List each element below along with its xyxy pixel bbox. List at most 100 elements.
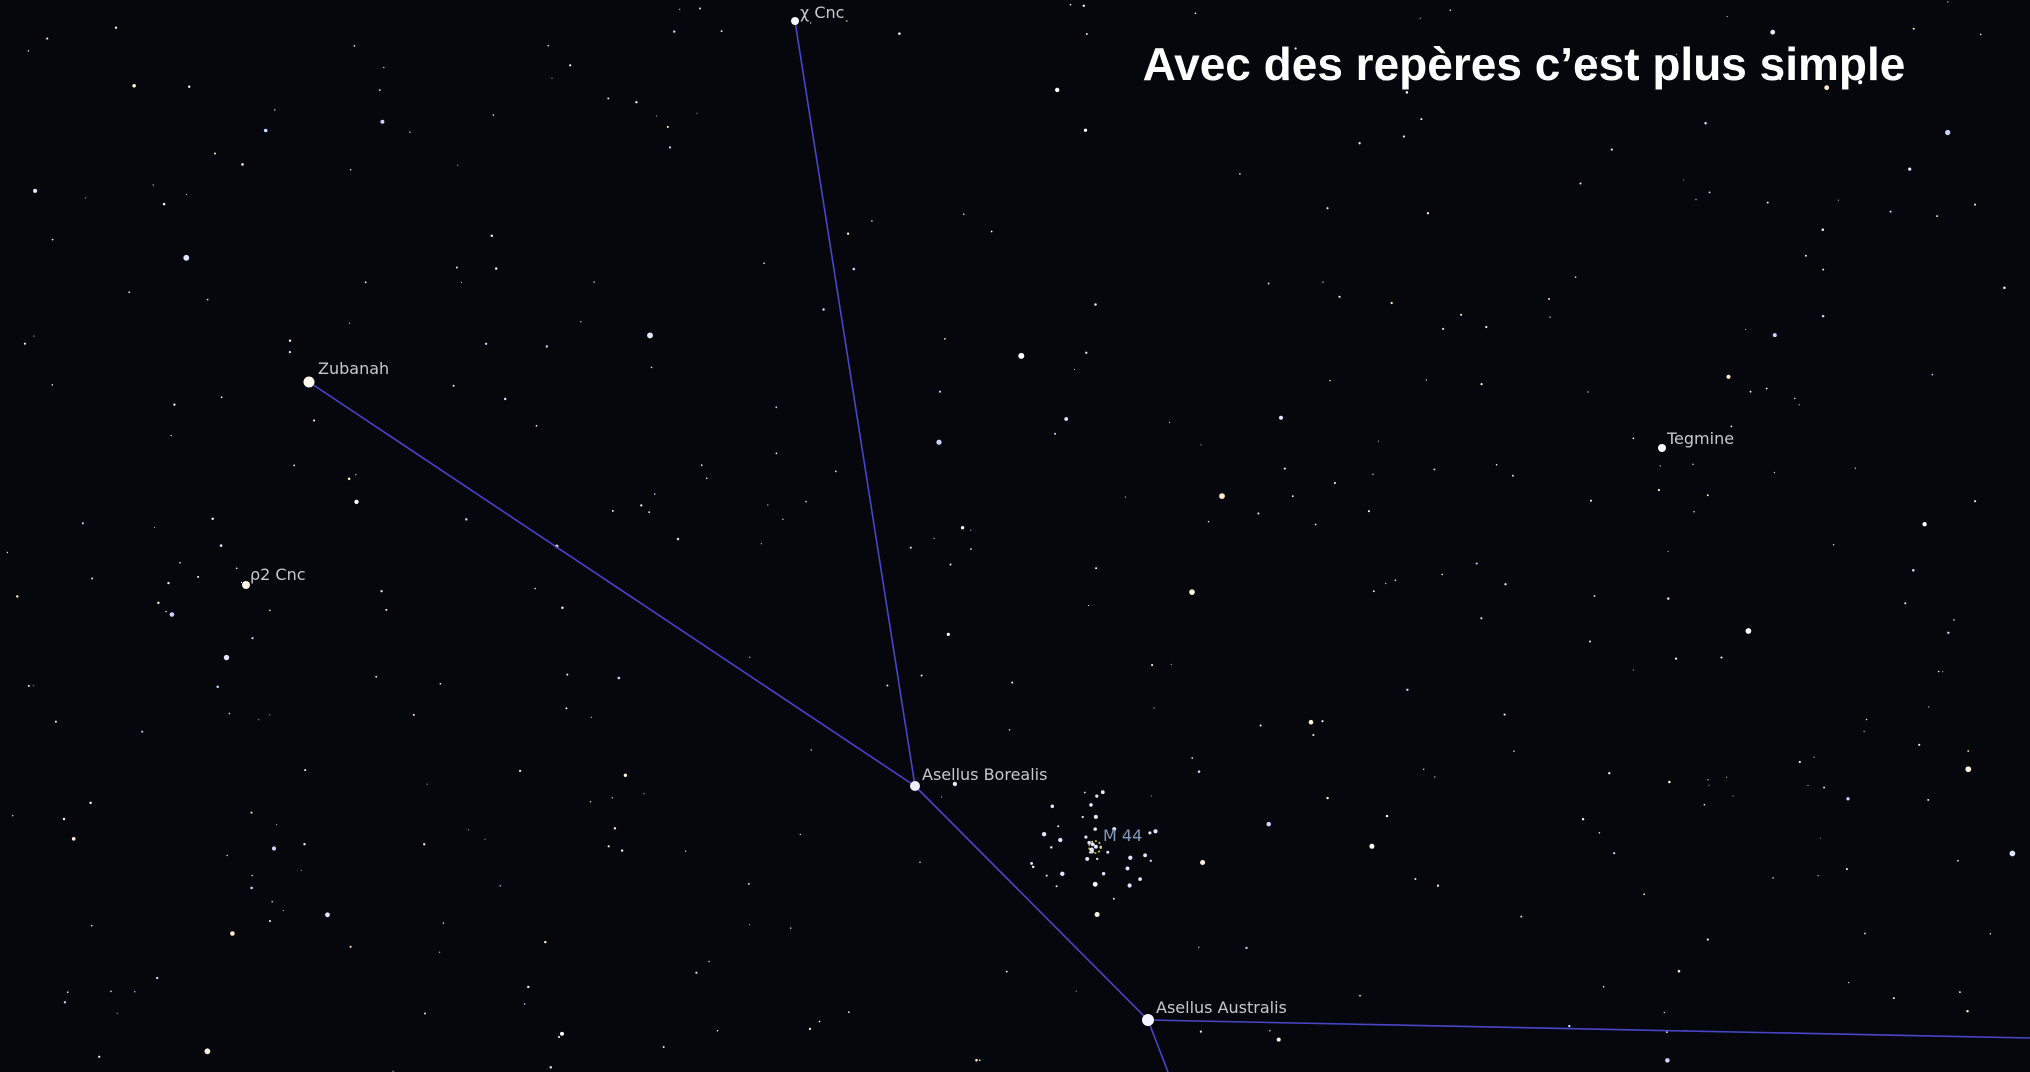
background-star (1151, 664, 1153, 666)
background-star (413, 714, 415, 716)
background-star (1480, 617, 1482, 619)
background-star (1277, 1038, 1281, 1042)
background-star (1633, 669, 1634, 670)
background-star (1094, 303, 1097, 306)
background-star (1427, 212, 1429, 214)
background-star (1154, 708, 1155, 709)
star (791, 17, 799, 25)
background-star (1208, 521, 1210, 523)
background-star (1406, 689, 1408, 691)
background-star (1460, 314, 1462, 316)
background-star (748, 883, 750, 885)
background-star (98, 1056, 100, 1058)
background-star (1195, 12, 1197, 14)
background-star (591, 717, 592, 718)
background-star (439, 952, 440, 953)
background-star (110, 991, 112, 993)
background-star (898, 32, 901, 35)
background-star (809, 1028, 811, 1030)
background-star (1794, 398, 1795, 399)
background-star (64, 1001, 66, 1003)
background-star (28, 685, 30, 687)
background-star (468, 829, 469, 830)
background-star (1773, 333, 1777, 337)
background-star (55, 721, 57, 723)
background-star (1426, 379, 1427, 380)
background-star (1198, 770, 1201, 773)
background-star (1091, 843, 1095, 847)
background-star (134, 991, 135, 992)
background-star (1974, 204, 1976, 206)
background-star (822, 308, 824, 310)
background-star (1549, 316, 1550, 317)
background-star (304, 769, 306, 771)
star-label: Zubanah (318, 359, 389, 378)
background-star (1093, 827, 1097, 831)
background-star (1153, 829, 1157, 833)
background-star (1018, 353, 1024, 359)
background-star (1094, 845, 1098, 849)
background-star (491, 235, 493, 237)
background-star (614, 827, 616, 829)
background-star (1922, 522, 1926, 526)
background-star (546, 345, 548, 347)
background-star (188, 86, 190, 88)
background-star (1967, 750, 1969, 752)
background-star (810, 22, 811, 23)
background-star (1822, 269, 1824, 271)
background-star (699, 8, 701, 10)
background-star (12, 815, 14, 817)
background-star (1603, 986, 1605, 988)
background-star (550, 1066, 553, 1069)
background-star (269, 920, 271, 922)
background-star (289, 351, 291, 353)
background-star (519, 770, 521, 772)
background-star (1820, 838, 1821, 839)
background-star (1386, 815, 1388, 817)
star-label: χ Cnc (800, 3, 844, 22)
background-star (1980, 34, 1982, 36)
star-label: Asellus Australis (1156, 998, 1287, 1017)
background-star (847, 233, 849, 235)
background-star (685, 850, 686, 851)
background-star (173, 403, 175, 405)
background-star (251, 875, 253, 877)
background-star (269, 609, 271, 611)
background-star (1269, 1030, 1270, 1031)
background-star (635, 101, 637, 103)
background-star (156, 977, 158, 979)
background-star (1094, 815, 1098, 819)
background-star (776, 453, 778, 455)
background-star (651, 367, 653, 369)
background-star (933, 538, 934, 539)
background-star (289, 339, 291, 341)
background-star (1292, 495, 1294, 497)
background-star (1927, 799, 1929, 801)
background-star (453, 385, 455, 387)
background-star (211, 518, 213, 520)
background-star (1548, 298, 1550, 300)
background-star (950, 564, 952, 566)
background-star (1893, 997, 1895, 999)
background-star (1709, 785, 1710, 786)
background-star (551, 78, 552, 79)
background-star (1587, 391, 1588, 392)
background-star (1284, 468, 1286, 470)
background-star (1189, 589, 1195, 595)
background-star (33, 189, 37, 193)
background-star (1239, 173, 1241, 175)
background-star (1947, 632, 1949, 634)
background-star (1770, 30, 1775, 35)
background-star (1913, 28, 1915, 30)
background-star (220, 544, 223, 547)
background-star (566, 674, 568, 676)
background-star (1668, 781, 1671, 784)
background-star (33, 685, 34, 686)
background-star (590, 801, 591, 802)
background-star (1707, 779, 1708, 780)
background-star (1822, 228, 1825, 231)
background-star (380, 590, 382, 592)
background-star (207, 299, 209, 301)
background-star (354, 45, 356, 47)
background-star (383, 67, 384, 68)
